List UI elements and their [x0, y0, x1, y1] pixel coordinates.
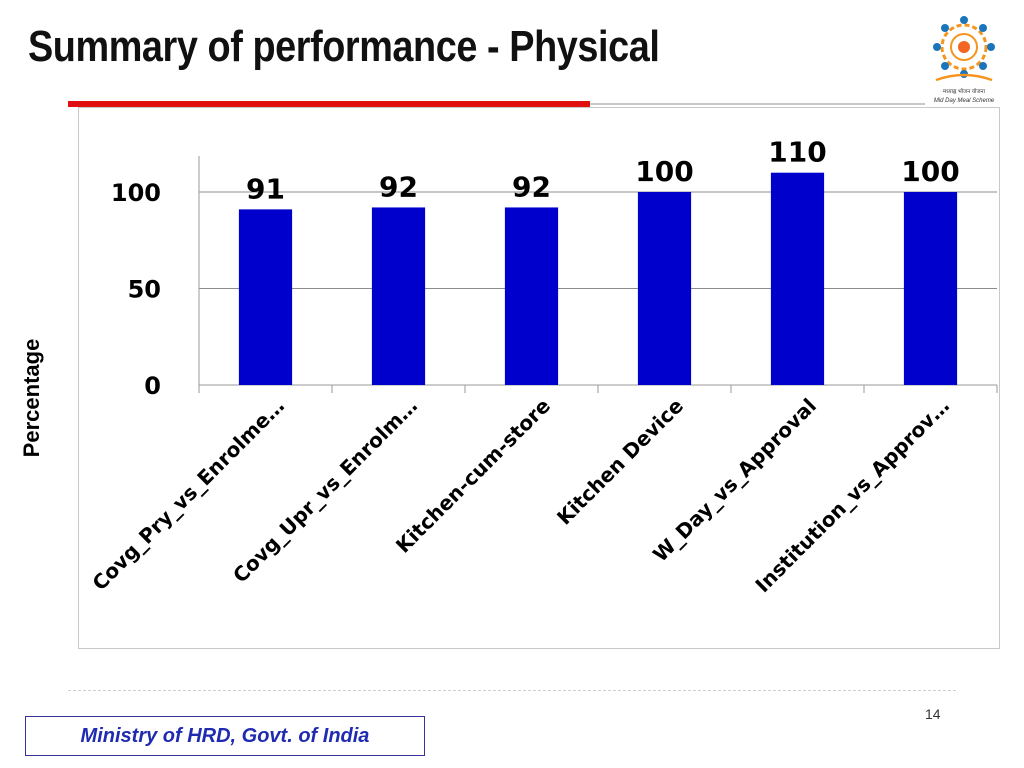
logo-text-hindi: मध्याह्न भोजन योजना: [943, 88, 986, 95]
logo-text-english: Mid Day Meal Scheme: [934, 98, 995, 104]
x-tick-label: Kitchen-cum-store: [391, 394, 555, 558]
slide-title: Summary of performance - Physical: [28, 22, 660, 71]
data-label: 110: [768, 136, 826, 169]
mid-day-meal-logo-icon: मध्याह्न भोजन योजना Mid Day Meal Scheme: [933, 16, 995, 104]
data-label: 91: [246, 172, 285, 205]
chart-frame: 0 50 100 91 Covg_Pry_vs_Enrolme… 92 Covg_Upr_v…: [78, 107, 1000, 649]
data-label: 92: [379, 170, 418, 203]
y-tick-label: 50: [128, 276, 161, 304]
data-label: 100: [635, 155, 693, 188]
bar: [903, 192, 958, 385]
page-number: 14: [925, 706, 941, 722]
data-label: 92: [512, 170, 551, 203]
mid-day-meal-logo: मध्याह्न भोजन योजना Mid Day Meal Scheme: [928, 16, 1000, 106]
data-label: 100: [901, 155, 959, 188]
bar: [770, 172, 825, 385]
y-axis-label: Percentage: [19, 338, 44, 458]
bar: [238, 209, 293, 385]
title-accent-rule: [68, 101, 590, 107]
title-divider-rule: [590, 103, 925, 105]
x-tick-label: Kitchen Device: [552, 394, 688, 530]
bar: [504, 207, 559, 385]
y-tick-label: 0: [144, 372, 161, 400]
bar: [637, 192, 692, 385]
footer-divider: [68, 690, 956, 692]
bar: [371, 207, 426, 385]
ministry-footer-label: Ministry of HRD, Govt. of India: [25, 716, 425, 756]
y-tick-label: 100: [111, 179, 161, 207]
